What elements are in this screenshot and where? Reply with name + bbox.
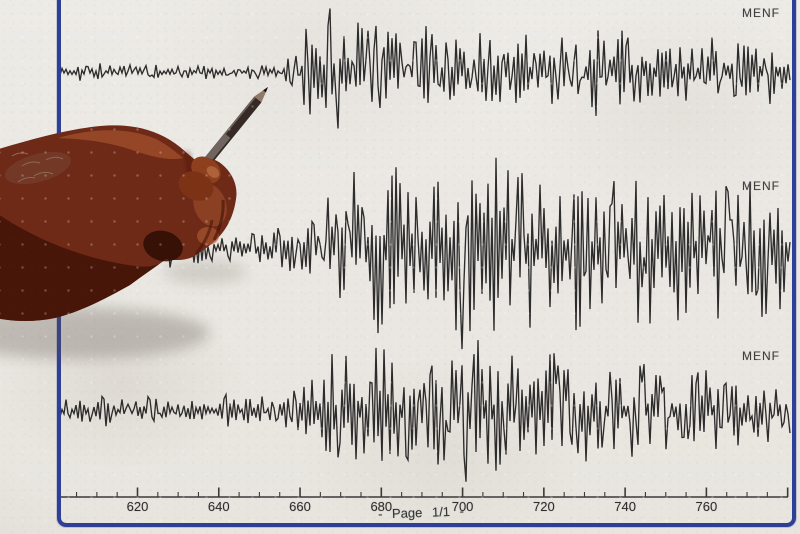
station-label: MENF [742,179,780,193]
finger-crease [212,199,225,241]
pencil [199,87,268,170]
wrist-hair [4,151,72,185]
thumbnail-highlight [206,166,220,178]
axis-tick-label: 760 [695,499,718,514]
axis-tick-label: 660 [289,499,311,514]
knuckle-highlight [58,130,183,160]
finger-crease [194,219,214,255]
hand-shadow-tone [0,215,166,321]
finger-shadow [163,260,247,284]
axis-tick-label: 700 [451,499,474,514]
fingertip-dark-lobe [143,230,183,262]
axis-tick-label: 680 [370,499,393,514]
index-finger [178,171,214,201]
station-label: MENF [742,6,780,20]
axis-tick-label: 640 [207,499,230,514]
hand-shadow [0,307,210,359]
station-label: MENF [742,349,780,363]
axis-tick-label: 620 [126,499,149,514]
axis-tick-label: 740 [614,499,636,514]
axis-tick-label: 720 [532,499,555,514]
